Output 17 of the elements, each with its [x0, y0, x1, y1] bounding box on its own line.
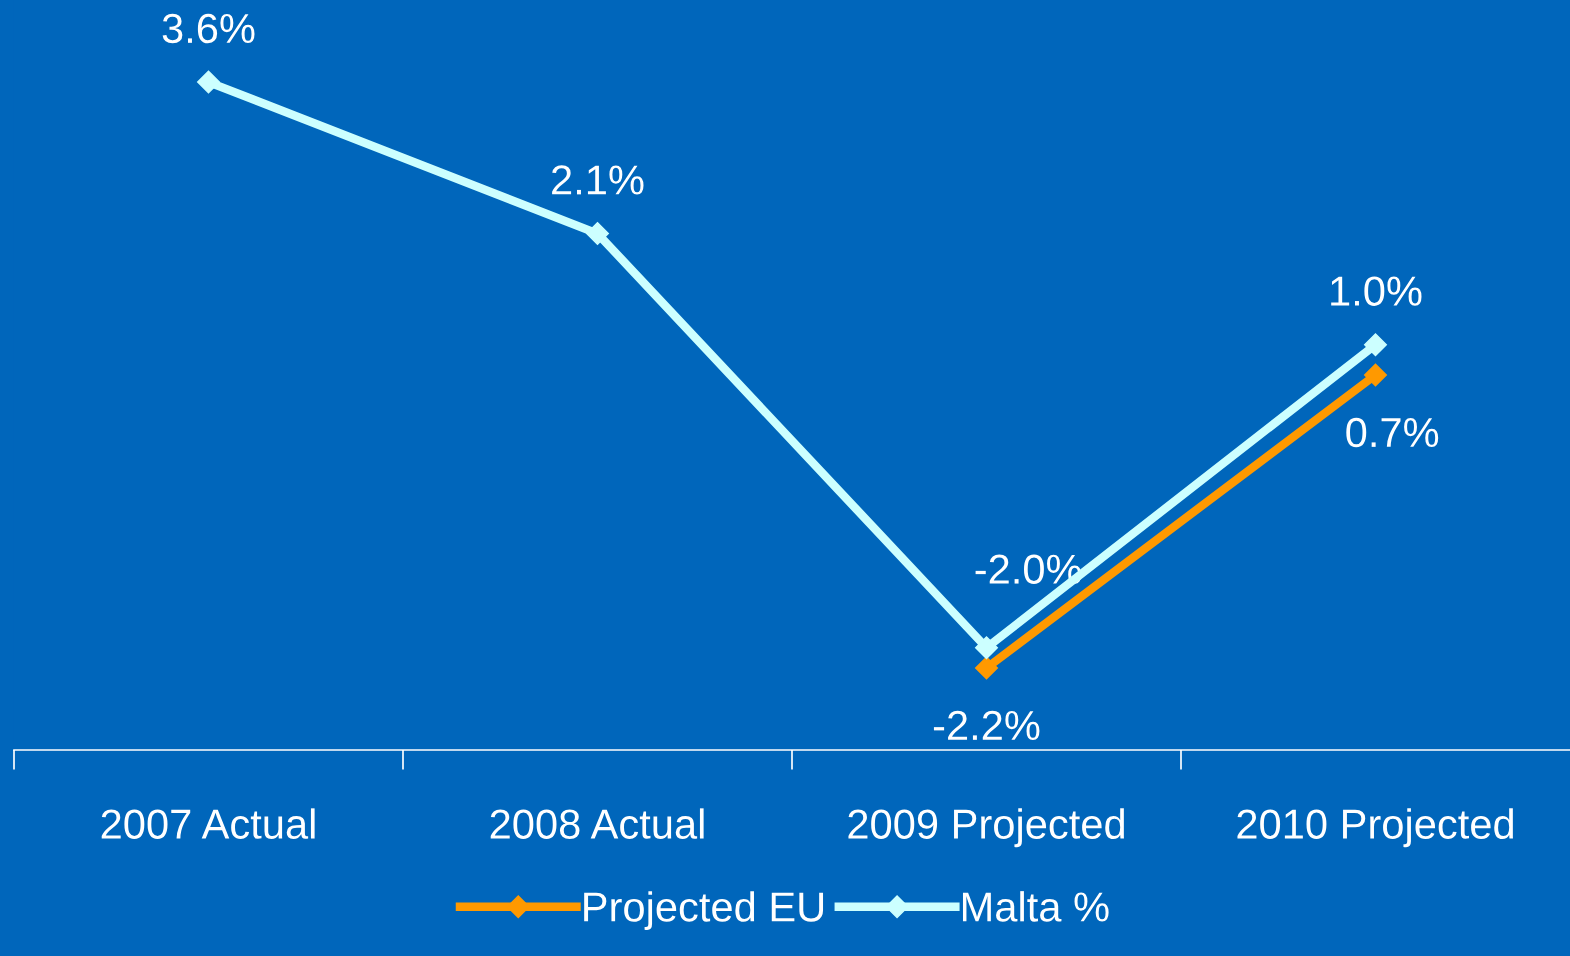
point — [1364, 333, 1387, 357]
point — [197, 70, 220, 94]
point — [975, 636, 998, 660]
data-label: 3.6% — [162, 13, 255, 44]
x-tick-label: 2009 Projected — [848, 808, 1124, 848]
data-label: -2.2% — [933, 710, 1040, 741]
point — [1364, 363, 1387, 387]
data-label: 2.1% — [552, 165, 644, 195]
point — [586, 222, 609, 246]
data-label: 1.0% — [1331, 276, 1422, 306]
legend-label: Malta % — [962, 891, 1109, 922]
x-tick-label: 2008 Actual — [490, 808, 704, 839]
legend-label: Projected EU — [584, 891, 824, 930]
point — [975, 656, 998, 680]
data-label: 0.7% — [1346, 417, 1439, 448]
x-tick-label: 2010 Projected — [1237, 808, 1513, 848]
x-tick-label: 2007 Actual — [101, 808, 315, 839]
